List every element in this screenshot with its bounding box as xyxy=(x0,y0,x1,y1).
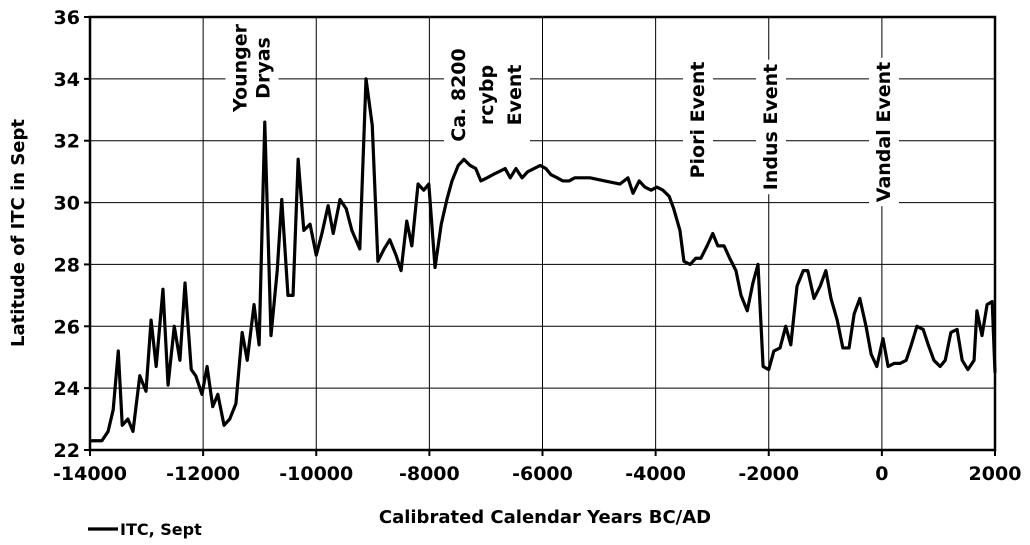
y-tick-label: 30 xyxy=(54,193,80,215)
annotation-background xyxy=(683,57,713,183)
legend-label: ITC, Sept xyxy=(120,520,202,539)
x-tick-label: -6000 xyxy=(512,463,573,485)
annotation-background xyxy=(225,19,279,117)
annotation-text: rcybp xyxy=(476,65,498,125)
x-tick-label: -14000 xyxy=(53,463,127,485)
x-tick-label: -2000 xyxy=(738,463,799,485)
y-tick-label: 36 xyxy=(54,7,80,29)
annotation-background xyxy=(756,59,786,195)
annotation-text: Event xyxy=(504,65,526,126)
annotation-text: Younger xyxy=(230,23,252,113)
y-tick-label: 24 xyxy=(54,378,80,400)
x-tick-label: 0 xyxy=(875,463,888,485)
y-tick-label: 22 xyxy=(54,440,80,462)
annotation: Indus Event xyxy=(756,59,786,195)
x-tick-label: -10000 xyxy=(279,463,353,485)
x-tick-label: 2000 xyxy=(969,463,1022,485)
x-tick-label: -8000 xyxy=(399,463,460,485)
x-axis-title: Calibrated Calendar Years BC/AD xyxy=(379,507,711,528)
annotation-background xyxy=(444,44,530,146)
y-tick-label: 34 xyxy=(54,69,80,91)
data-line xyxy=(90,77,997,443)
annotation: Younger Dryas xyxy=(225,19,279,117)
x-tick-label: -4000 xyxy=(625,463,686,485)
annotation-text: Indus Event xyxy=(760,64,782,191)
annotation: Ca. 8200 rcybp Event xyxy=(444,44,530,146)
y-tick-label: 28 xyxy=(54,254,80,276)
plot-frame xyxy=(88,15,997,452)
annotation-text: Ca. 8200 xyxy=(448,48,470,141)
x-tick-label: -12000 xyxy=(166,463,240,485)
annotation-background xyxy=(869,57,899,207)
annotation-text: Vandal Event xyxy=(873,62,895,202)
y-axis-title: Latitude of ITC in Sept xyxy=(8,119,29,347)
annotation: Piori Event xyxy=(683,57,713,183)
annotation-text: Piori Event xyxy=(687,62,709,179)
annotation: Vandal Event xyxy=(869,57,899,207)
annotation-text: Dryas xyxy=(253,37,275,99)
y-tick-label: 32 xyxy=(54,131,80,153)
y-tick-label: 26 xyxy=(54,316,80,338)
